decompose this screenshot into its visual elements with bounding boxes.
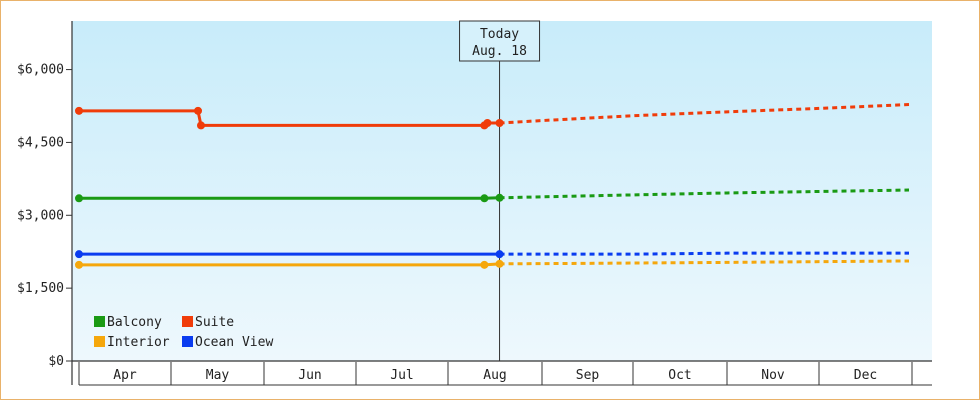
series-suite-point [495, 119, 504, 127]
series-ocean-view-point [75, 250, 83, 259]
y-tick-label: $6,000 [17, 63, 64, 78]
series-suite-forecast-line [499, 103, 910, 125]
series-suite-point [75, 106, 83, 115]
series-ocean-view-forecast-line [499, 251, 909, 256]
today-date-label: Aug. 18 [472, 44, 527, 59]
legend-label-balcony: Balcony [107, 315, 162, 330]
series-balcony-forecast-line [499, 188, 910, 200]
y-tick-label: $1,500 [17, 281, 64, 296]
plot-background [72, 21, 932, 361]
y-axis: $0 $1,500 $3,000 $4,500 $6,000 [17, 21, 73, 385]
legend-label-interior: Interior [107, 335, 170, 350]
today-label: Today [480, 27, 519, 42]
y-tick-label: $0 [48, 354, 64, 369]
series-suite-point [194, 106, 202, 115]
series-interior-forecast-line [499, 259, 910, 266]
today-marker: Today Aug. 18 [459, 20, 541, 361]
series-balcony-point [495, 193, 504, 202]
series-ocean-view [75, 250, 909, 259]
series-interior-actual-line [79, 262, 500, 267]
series-balcony [75, 188, 910, 203]
series-ocean-view-point [495, 250, 504, 259]
legend-swatch-suite [182, 316, 193, 327]
series-suite-point [197, 121, 205, 130]
legend: Balcony Suite Interior Ocean View [94, 315, 273, 350]
series-balcony-point [75, 194, 83, 203]
legend-label-ocean-view: Ocean View [195, 335, 273, 350]
y-tick-label: $3,000 [17, 208, 64, 223]
legend-swatch-ocean-view [182, 336, 193, 347]
month-label-sep: Sep [576, 368, 600, 383]
legend-swatch-interior [94, 336, 105, 347]
month-label-may: May [206, 368, 230, 383]
series-interior-point [75, 260, 83, 269]
month-label-jun: Jun [298, 368, 321, 383]
x-axis: Apr May Jun Jul Aug Sep Oct Nov Dec [72, 360, 932, 386]
series-interior [75, 259, 910, 269]
month-label-dec: Dec [854, 368, 877, 383]
month-label-oct: Oct [668, 368, 691, 383]
today-callout-box [459, 20, 541, 62]
legend-label-suite: Suite [195, 315, 234, 330]
y-tick-label: $4,500 [17, 135, 64, 150]
month-label-nov: Nov [761, 368, 785, 383]
series-balcony-point [480, 194, 489, 203]
month-label-apr: Apr [113, 368, 137, 383]
series-suite-point [483, 119, 492, 127]
series-suite [75, 103, 910, 130]
series-interior-point [480, 260, 489, 269]
series-group [75, 103, 910, 269]
month-label-jul: Jul [390, 368, 413, 383]
legend-swatch-balcony [94, 316, 105, 327]
month-label-aug: Aug [483, 368, 506, 383]
series-interior-point [495, 259, 504, 268]
